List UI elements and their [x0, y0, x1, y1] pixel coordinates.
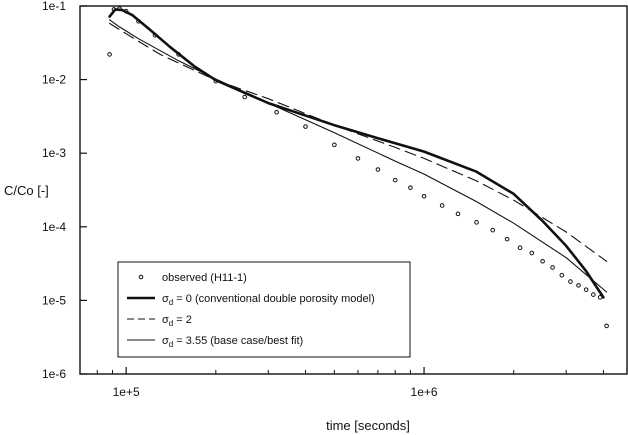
x-tick-label: 1e+5 — [113, 385, 140, 399]
series-layer — [107, 6, 609, 329]
y-tick-label: 1e-3 — [42, 146, 66, 160]
observed-point — [517, 245, 523, 251]
observed-point — [591, 292, 596, 297]
observed-point — [303, 124, 308, 129]
x-tick-label: 1e+6 — [411, 385, 438, 399]
legend: observed (H11-1) σd = 0 (conventional dou… — [117, 261, 411, 358]
observed-point — [242, 94, 247, 100]
legend-box — [117, 261, 411, 358]
legend-marker-points — [138, 274, 144, 280]
y-tick-label: 1e-5 — [42, 293, 66, 307]
series-line-3 — [109, 19, 608, 293]
y-tick-label: 1e-1 — [42, 0, 66, 13]
observed-point — [474, 220, 479, 225]
series-line-1 — [108, 8, 605, 299]
observed-point — [540, 258, 545, 264]
observed-point — [439, 203, 445, 208]
observed-point — [490, 227, 496, 233]
observed-point — [392, 177, 398, 183]
observed-point — [568, 279, 573, 284]
observed-point — [529, 250, 535, 256]
observed-point — [550, 265, 555, 270]
plot-frame — [79, 5, 628, 375]
observed-point — [583, 287, 589, 292]
y-tick-label: 1e-6 — [42, 367, 66, 381]
observed-point — [504, 236, 510, 242]
series-line-2 — [109, 22, 608, 262]
legend-label: σd = 2 — [162, 314, 192, 328]
legend-label: σd = 3.55 (base case/best fit) — [162, 335, 303, 349]
axis-ticks: 1e+5 1e+6 1e-1 1e-2 1e-3 1e-4 1e-5 1e-6 — [42, 0, 604, 399]
observed-point — [332, 142, 337, 148]
observed-point — [576, 283, 581, 288]
observed-point — [274, 109, 279, 115]
observed-point — [107, 52, 112, 57]
observed-point — [408, 185, 413, 190]
y-axis-label: C/Co [-] — [4, 183, 49, 198]
observed-point — [375, 167, 381, 172]
y-tick-label: 1e-2 — [42, 73, 66, 87]
x-axis-label: time [seconds] — [326, 418, 410, 433]
observed-point — [355, 156, 361, 161]
legend-label: observed (H11-1) — [162, 272, 247, 284]
y-tick-label: 1e-4 — [42, 220, 66, 234]
observed-point — [559, 272, 565, 278]
observed-point — [421, 193, 427, 199]
observed-point — [604, 323, 609, 329]
observed-point — [455, 211, 461, 217]
legend-label: σd = 0 (conventional double porosity mod… — [162, 293, 375, 307]
